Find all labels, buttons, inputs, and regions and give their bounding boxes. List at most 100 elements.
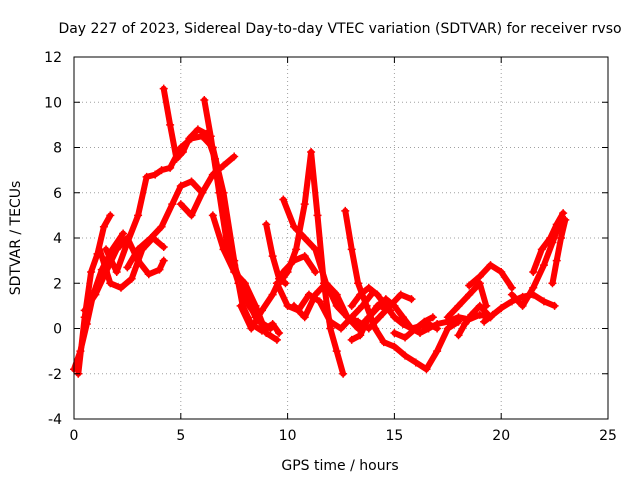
data-point-marker [475, 301, 484, 310]
data-point-marker [119, 229, 128, 238]
x-tick-label: 15 [385, 428, 403, 444]
data-point-marker [198, 188, 207, 197]
data-point-marker [142, 172, 151, 181]
data-point-marker [339, 369, 348, 378]
data-point-marker [539, 297, 548, 306]
data-point-marker [337, 324, 345, 333]
data-point-marker [475, 272, 484, 281]
data-point-marker [262, 329, 271, 338]
data-point-marker [332, 290, 341, 299]
data-point-marker [401, 351, 410, 360]
series-track-27 [548, 215, 570, 288]
data-point-marker [95, 245, 104, 254]
data-point-marker [347, 245, 356, 254]
data-point-marker [497, 304, 506, 313]
data-point-marker [398, 313, 407, 322]
y-tick-label: 6 [53, 186, 62, 202]
y-tick-label: 10 [44, 95, 62, 111]
data-point-marker [480, 317, 489, 326]
data-point-marker [507, 290, 516, 299]
data-point-marker [467, 310, 476, 319]
data-point-marker [247, 324, 256, 333]
data-point-marker [416, 329, 425, 338]
data-point-marker [112, 245, 121, 254]
data-point-marker [537, 245, 546, 254]
data-point-marker [347, 301, 356, 310]
data-point-marker [396, 290, 405, 299]
data-point-marker [465, 290, 474, 299]
x-tick-label: 10 [279, 428, 297, 444]
data-point-marker [219, 161, 228, 170]
data-point-marker [208, 211, 217, 220]
data-point-marker [144, 270, 153, 279]
data-point-marker [546, 234, 555, 242]
data-point-marker [157, 166, 166, 175]
data-point-marker [87, 267, 96, 276]
data-point-marker [151, 170, 160, 179]
series-track-26 [529, 209, 568, 276]
data-point-marker [507, 283, 516, 292]
x-tick-label: 0 [70, 428, 79, 444]
data-point-marker [187, 177, 196, 186]
data-point-marker [290, 301, 299, 310]
y-tick-label: 12 [44, 50, 62, 66]
data-point-marker [283, 267, 292, 276]
data-point-marker [373, 301, 382, 310]
data-point-marker [257, 306, 266, 315]
data-point-marker [157, 222, 166, 231]
data-point-marker [187, 211, 196, 220]
data-point-marker [341, 206, 350, 215]
series-line [177, 153, 238, 219]
series-line [549, 216, 569, 287]
data-point-marker [552, 256, 561, 265]
data-point-marker [559, 209, 568, 218]
data-point-marker [166, 163, 175, 172]
data-point-marker [307, 148, 316, 157]
data-point-marker [262, 220, 271, 229]
data-point-marker [529, 283, 538, 292]
data-point-marker [106, 211, 115, 220]
data-point-marker [123, 234, 132, 242]
data-point-marker [159, 84, 168, 93]
data-point-marker [347, 335, 356, 344]
data-point-marker [80, 306, 89, 315]
data-point-marker [561, 215, 570, 224]
data-point-marker [240, 279, 249, 288]
data-point-marker [379, 338, 388, 347]
data-point-marker [275, 279, 284, 288]
data-point-marker [315, 297, 324, 306]
data-point-marker [356, 290, 365, 299]
y-tick-label: -2 [48, 367, 62, 383]
data-point-marker [433, 324, 442, 333]
data-point-marker [375, 313, 384, 322]
data-point-marker [557, 234, 566, 242]
data-point-marker [146, 234, 155, 242]
data-point-marker [411, 324, 420, 333]
data-point-marker [99, 222, 108, 231]
data-point-marker [275, 329, 284, 338]
data-point-marker [251, 301, 260, 310]
series-track-20 [390, 313, 437, 342]
data-point-marker [443, 324, 452, 333]
data-point-marker [266, 324, 275, 333]
data-point-marker [460, 319, 469, 328]
data-point-marker [381, 301, 390, 310]
data-point-marker [219, 245, 228, 254]
data-point-marker [373, 290, 382, 299]
data-point-marker [112, 267, 121, 276]
data-point-marker [193, 125, 202, 134]
data-point-marker [433, 347, 442, 356]
data-point-marker [362, 301, 371, 310]
data-point-marker [550, 301, 559, 310]
data-point-marker [176, 181, 185, 190]
data-point-marker [268, 290, 277, 299]
data-point-marker [364, 283, 373, 292]
y-tick-label: -4 [48, 412, 62, 428]
data-point-marker [311, 245, 320, 254]
data-point-marker [313, 211, 322, 220]
data-point-marker [272, 335, 281, 344]
data-point-marker [390, 329, 399, 338]
data-point-marker [343, 313, 352, 322]
data-point-marker [176, 200, 185, 209]
